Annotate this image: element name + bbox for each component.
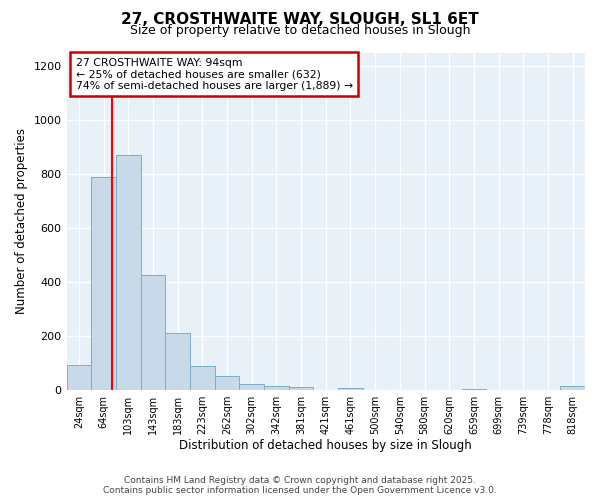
Bar (67, 366, 91, 390)
Bar (264, 386, 289, 390)
Text: Contains HM Land Registry data © Crown copyright and database right 2025.
Contai: Contains HM Land Registry data © Crown c… (103, 476, 497, 495)
Text: 27, CROSTHWAITE WAY, SLOUGH, SL1 6ET: 27, CROSTHWAITE WAY, SLOUGH, SL1 6ET (121, 12, 479, 28)
Bar (190, 366, 215, 390)
Bar (239, 384, 264, 390)
Bar (461, 389, 486, 390)
Bar (140, 275, 165, 390)
Bar (215, 376, 239, 390)
Bar (338, 388, 363, 390)
Text: 27 CROSTHWAITE WAY: 94sqm
← 25% of detached houses are smaller (632)
74% of semi: 27 CROSTHWAITE WAY: 94sqm ← 25% of detac… (76, 58, 353, 91)
Bar (165, 333, 190, 390)
Bar (116, 155, 140, 390)
Text: Size of property relative to detached houses in Slough: Size of property relative to detached ho… (130, 24, 470, 37)
Bar (289, 387, 313, 390)
Y-axis label: Number of detached properties: Number of detached properties (15, 128, 28, 314)
X-axis label: Distribution of detached houses by size in Slough: Distribution of detached houses by size … (179, 440, 472, 452)
Bar (560, 386, 585, 390)
Bar (91, 176, 116, 390)
